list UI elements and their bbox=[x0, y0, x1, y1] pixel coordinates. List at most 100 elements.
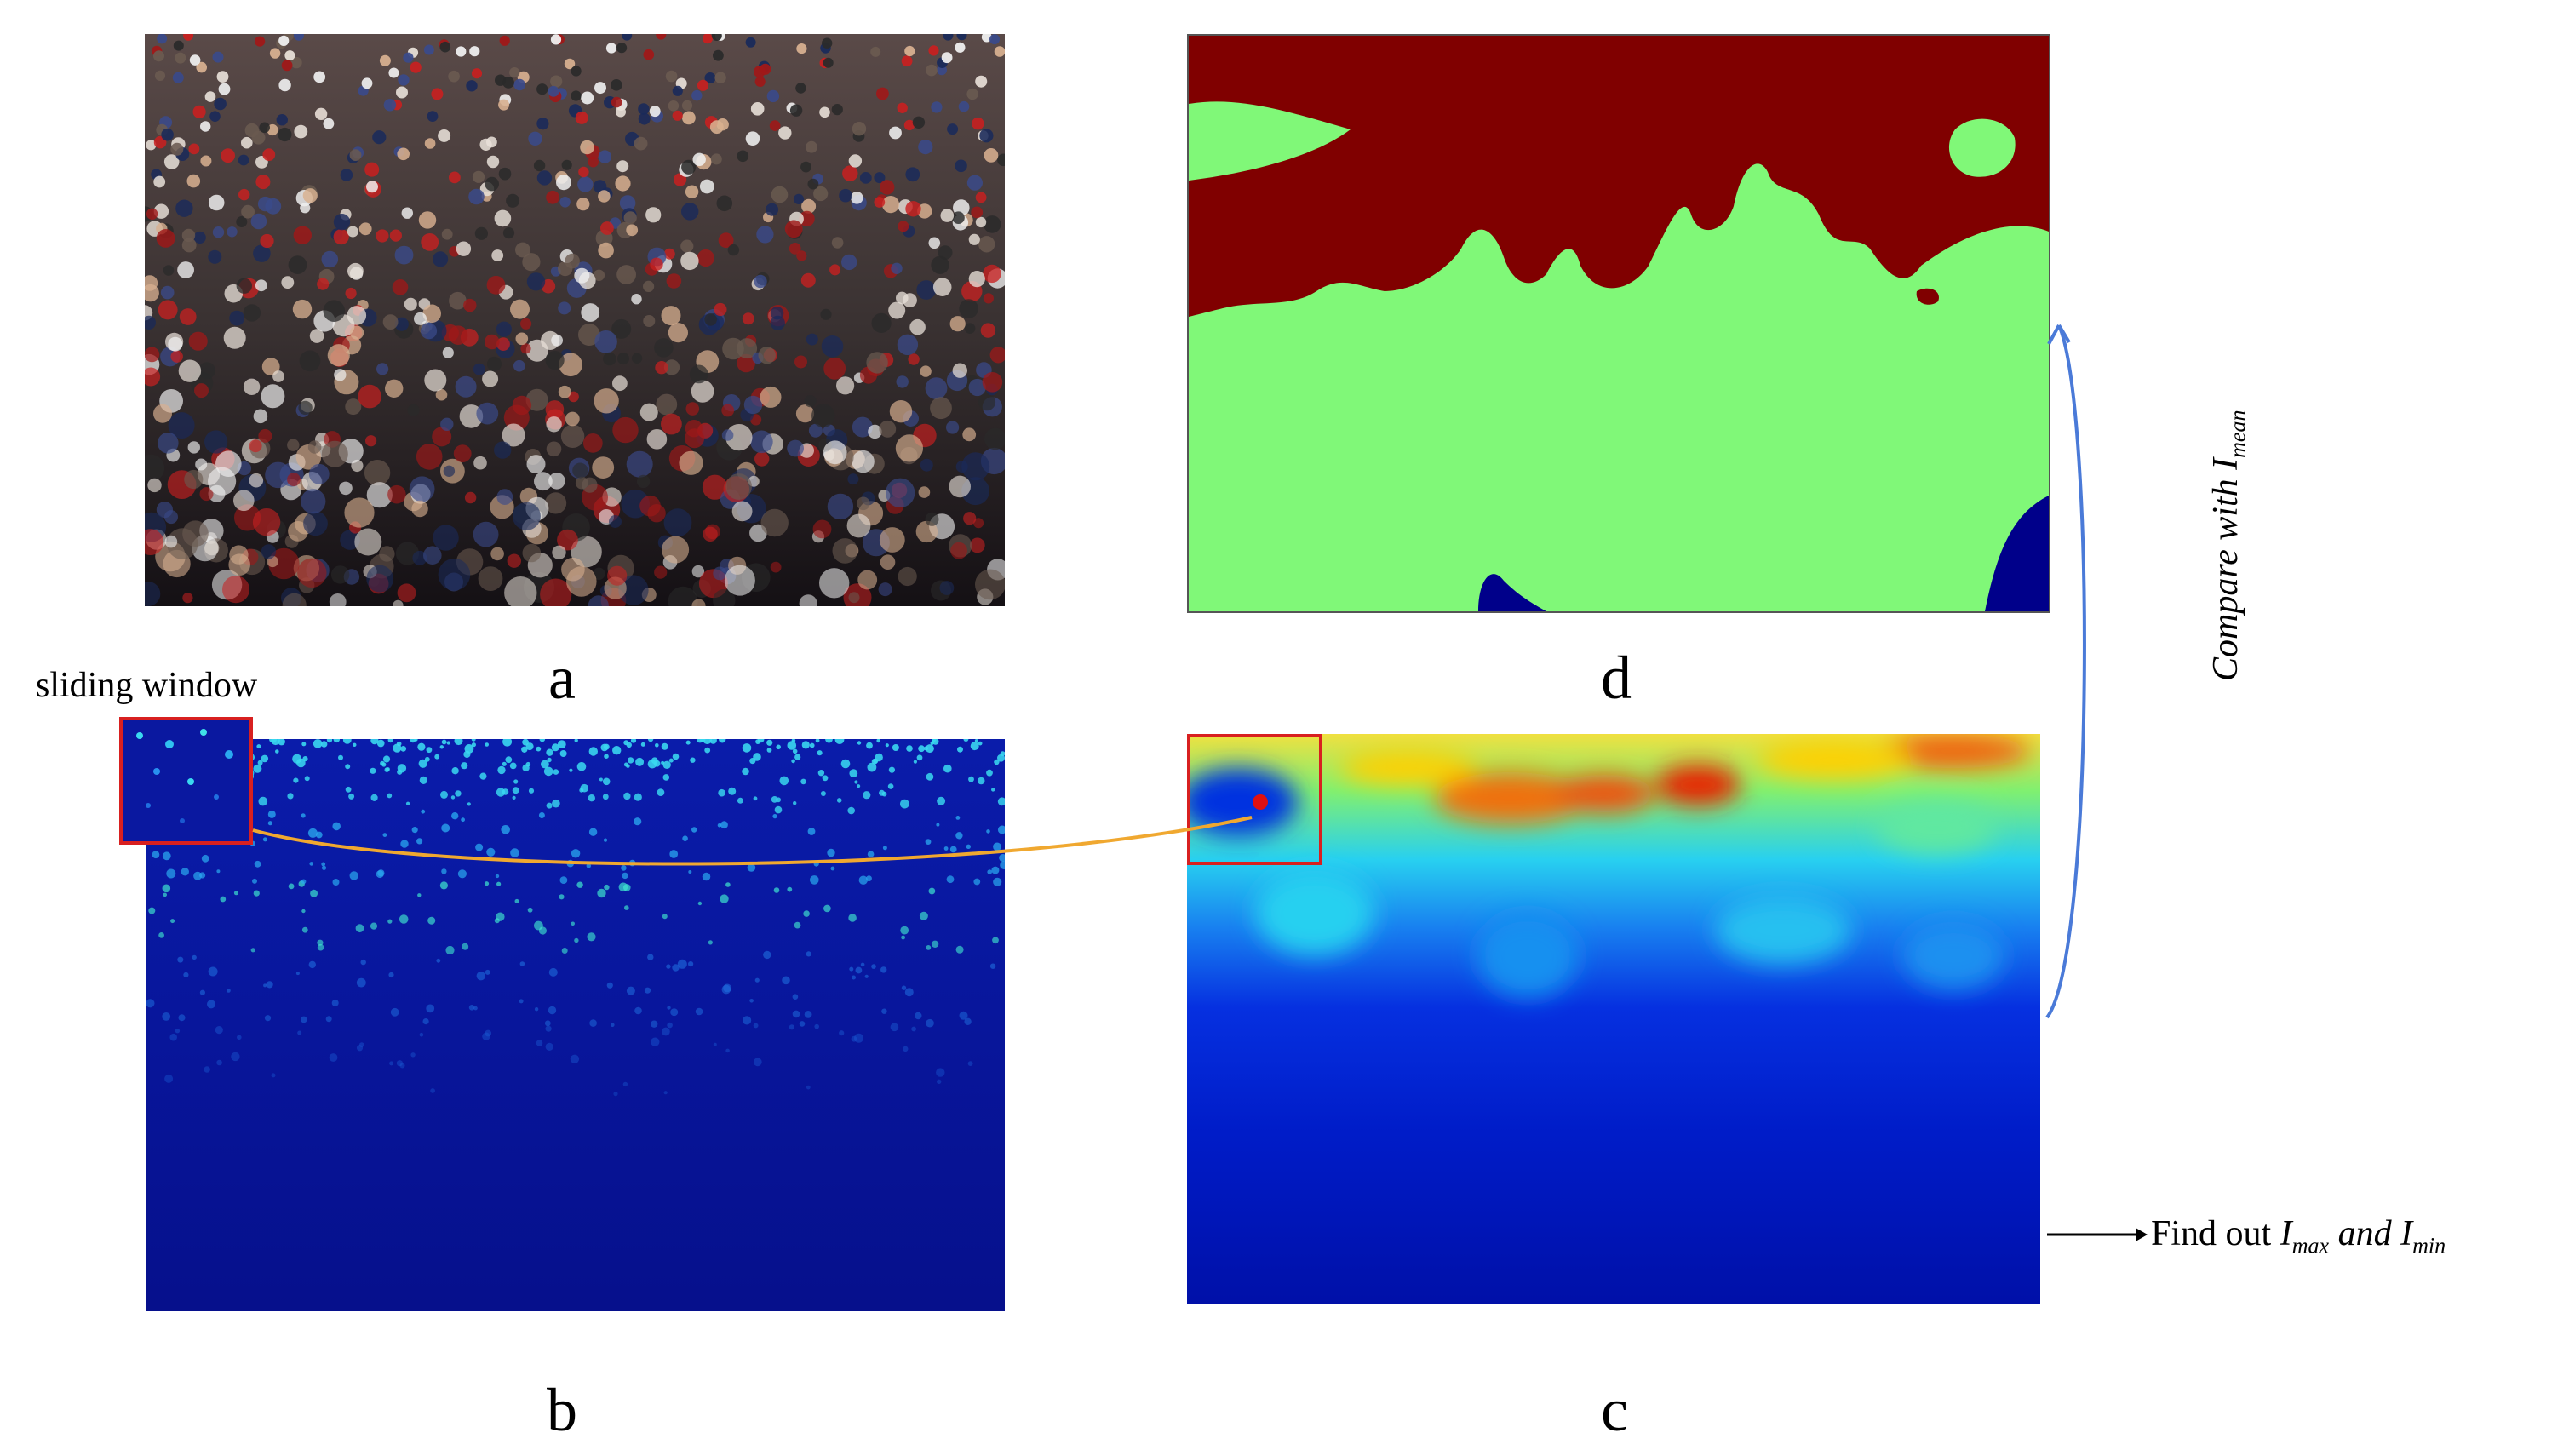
crowd-texture-dot bbox=[760, 508, 789, 537]
density-texture-spot bbox=[419, 1032, 424, 1037]
crowd-texture-dot bbox=[598, 242, 614, 259]
sliding-window-inset bbox=[119, 717, 253, 845]
crowd-texture-dot bbox=[581, 303, 600, 322]
crowd-texture-dot bbox=[160, 285, 175, 300]
density-texture-spot bbox=[390, 1007, 399, 1017]
density-texture-spot bbox=[849, 966, 854, 972]
crowd-texture-dot bbox=[281, 60, 293, 72]
density-texture-spot bbox=[603, 743, 610, 750]
crowd-texture-dot bbox=[317, 278, 330, 290]
crowd-texture-dot bbox=[618, 575, 649, 605]
density-texture-spot bbox=[955, 816, 961, 820]
crowd-texture-dot bbox=[634, 136, 648, 151]
density-texture-spot bbox=[484, 881, 490, 886]
crowd-texture-dot bbox=[506, 193, 520, 208]
crowd-texture-dot bbox=[552, 545, 566, 559]
crowd-texture-dot bbox=[631, 294, 642, 305]
crowd-texture-dot bbox=[874, 197, 886, 208]
density-texture-spot bbox=[388, 972, 394, 978]
crowd-texture-dot bbox=[528, 131, 542, 146]
density-texture-spot bbox=[534, 1007, 539, 1012]
crowd-texture-dot bbox=[249, 473, 264, 488]
crowd-texture-dot bbox=[344, 497, 375, 528]
crowd-texture-dot bbox=[905, 201, 921, 217]
density-texture-spot bbox=[451, 812, 459, 820]
density-texture-spot bbox=[162, 1012, 171, 1021]
density-texture-spot bbox=[471, 742, 476, 748]
crowd-texture-dot bbox=[897, 334, 919, 355]
crowd-texture-dot bbox=[989, 347, 1005, 364]
crowd-texture-dot bbox=[961, 452, 990, 481]
crowd-texture-dot bbox=[423, 546, 442, 565]
density-texture-spot bbox=[441, 823, 450, 833]
crowd-texture-dot bbox=[439, 41, 451, 53]
crowd-texture-dot bbox=[703, 34, 713, 44]
crowd-texture-dot bbox=[200, 155, 212, 167]
density-texture-spot bbox=[527, 907, 533, 913]
compare-sub: mean bbox=[2225, 410, 2251, 458]
density-texture-spot bbox=[170, 919, 175, 924]
density-texture-spot bbox=[333, 739, 341, 743]
density-texture-spot bbox=[546, 802, 553, 809]
crowd-texture-dot bbox=[795, 404, 815, 423]
crowd-texture-dot bbox=[716, 195, 733, 212]
crowd-texture-dot bbox=[204, 541, 220, 556]
crowd-texture-dot bbox=[490, 547, 504, 561]
crowd-texture-dot bbox=[682, 111, 696, 125]
density-texture-spot bbox=[315, 831, 323, 839]
crowd-texture-dot bbox=[221, 148, 235, 163]
density-texture-spot bbox=[621, 865, 627, 871]
crowd-texture-dot bbox=[287, 473, 301, 487]
crowd-texture-dot bbox=[526, 455, 546, 474]
density-texture-spot bbox=[301, 926, 308, 933]
density-texture-spot bbox=[422, 1018, 429, 1025]
crowd-texture-dot bbox=[978, 236, 995, 253]
density-texture-spot bbox=[382, 755, 391, 763]
crowd-texture-dot bbox=[770, 315, 785, 330]
crowd-texture-dot bbox=[750, 430, 773, 454]
crowd-texture-dot bbox=[848, 592, 860, 604]
crowd-texture-dot bbox=[208, 249, 222, 264]
crowd-texture-dot bbox=[963, 512, 977, 525]
crowd-texture-dot bbox=[433, 525, 459, 551]
density-texture-spot bbox=[387, 739, 393, 743]
density-texture-spot bbox=[163, 892, 167, 897]
crowd-texture-dot bbox=[915, 520, 938, 543]
density-texture-spot bbox=[376, 739, 385, 748]
crowd-texture-dot bbox=[800, 161, 811, 173]
density-texture-spot bbox=[936, 1068, 945, 1077]
crowd-texture-dot bbox=[466, 80, 478, 92]
crowd-texture-dot bbox=[438, 129, 451, 142]
density-texture-spot bbox=[252, 878, 257, 884]
density-texture-spot bbox=[918, 745, 925, 753]
crowd-texture-dot bbox=[711, 34, 722, 41]
crowd-texture-dot bbox=[968, 233, 980, 245]
density-texture-spot bbox=[321, 865, 327, 870]
density-texture-spot bbox=[852, 975, 856, 980]
crowd-texture-dot bbox=[215, 450, 242, 477]
crowd-texture-dot bbox=[253, 244, 271, 262]
crowd-texture-dot bbox=[536, 118, 549, 130]
crowd-texture-dot bbox=[799, 594, 817, 606]
crowd-texture-dot bbox=[396, 86, 408, 99]
crowd-texture-dot bbox=[588, 595, 609, 606]
crowd-texture-dot bbox=[195, 458, 208, 471]
crowd-texture-dot bbox=[909, 318, 926, 335]
crowd-texture-dot bbox=[476, 402, 499, 425]
crowd-texture-dot bbox=[949, 475, 971, 498]
crowd-texture-dot bbox=[364, 460, 391, 486]
find-prefix: Find out bbox=[2151, 1214, 2280, 1253]
crowd-texture-dot bbox=[955, 42, 966, 53]
density-texture-spot bbox=[663, 1091, 668, 1095]
crowd-texture-dot bbox=[582, 477, 598, 493]
crowd-texture-dot bbox=[187, 441, 200, 454]
caption-d: d bbox=[1601, 644, 1632, 712]
crowd-texture-dot bbox=[593, 180, 607, 193]
crowd-texture-dot bbox=[265, 198, 282, 215]
crowd-texture-dot bbox=[905, 167, 920, 182]
crowd-texture-dot bbox=[866, 352, 888, 374]
density-texture-spot bbox=[685, 740, 691, 745]
density-texture-spot bbox=[682, 835, 688, 841]
density-texture-spot bbox=[623, 792, 631, 800]
density-texture-spot bbox=[301, 1016, 307, 1023]
